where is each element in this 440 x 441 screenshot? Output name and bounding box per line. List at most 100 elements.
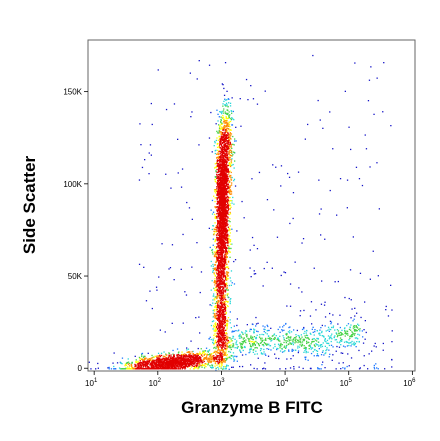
event-dot [227, 117, 229, 120]
event-dot [193, 363, 195, 365]
event-dot [215, 297, 217, 300]
event-dot [227, 123, 229, 125]
event-dot [273, 338, 275, 340]
event-dot [316, 330, 318, 332]
event-dot [229, 351, 232, 353]
event-dot [231, 158, 233, 160]
event-dot [216, 210, 218, 212]
event-dot [265, 338, 267, 340]
event-dot [189, 357, 191, 359]
event-dot [346, 341, 349, 343]
event-dot [285, 345, 287, 347]
event-dot [218, 263, 220, 265]
event-dot [181, 366, 183, 368]
event-dot [235, 330, 237, 332]
event-dot [225, 341, 227, 343]
event-dot [216, 282, 218, 284]
event-dot [218, 157, 220, 159]
event-dot [221, 325, 223, 327]
event-dot [334, 339, 336, 341]
event-dot [319, 329, 321, 331]
event-dot [230, 117, 232, 120]
event-dot [225, 118, 228, 120]
event-dot [289, 342, 291, 344]
event-dot [158, 276, 160, 278]
event-dot [225, 352, 227, 354]
event-dot [353, 333, 355, 335]
event-dot [157, 362, 160, 364]
event-dot [223, 242, 225, 244]
event-dot [226, 263, 228, 265]
event-dot [134, 365, 136, 367]
event-dot [146, 367, 148, 369]
event-dot [186, 201, 188, 204]
event-dot [363, 355, 365, 357]
event-dot [226, 242, 228, 244]
event-dot [182, 367, 184, 369]
event-dot [228, 117, 230, 119]
event-dot [223, 122, 225, 124]
event-dot [227, 336, 229, 338]
event-dot [222, 249, 224, 251]
event-dot [200, 360, 203, 363]
event-dot [224, 310, 226, 313]
event-dot [193, 358, 195, 361]
event-dot [216, 243, 218, 245]
event-dot [221, 311, 224, 313]
event-dot [298, 335, 300, 337]
event-dot [225, 276, 228, 278]
event-dot [345, 340, 347, 343]
event-dot [354, 307, 356, 309]
event-dot [217, 169, 220, 172]
event-dot [243, 337, 245, 339]
event-dot [313, 340, 315, 343]
event-dot [229, 347, 231, 349]
event-dot [188, 355, 190, 358]
event-dot [320, 303, 323, 305]
event-dot [223, 119, 225, 121]
event-dot [218, 327, 220, 329]
event-dot [156, 359, 158, 361]
event-dot [184, 368, 186, 370]
event-dot [221, 340, 223, 342]
event-dot [226, 153, 229, 155]
event-dot [310, 367, 312, 370]
event-dot [229, 137, 231, 139]
event-dot [150, 368, 152, 370]
event-dot [365, 331, 367, 334]
event-dot [222, 318, 224, 321]
event-dot [171, 356, 174, 359]
event-dot [332, 354, 334, 356]
event-dot [231, 164, 233, 166]
event-dot [174, 359, 176, 361]
event-dot [195, 366, 197, 368]
event-dot [351, 343, 353, 345]
event-dot [214, 363, 217, 365]
event-dot [248, 340, 250, 342]
event-dot [149, 367, 151, 369]
event-dot [351, 335, 354, 337]
event-dot [199, 332, 201, 334]
event-dot [226, 285, 228, 287]
event-dot [203, 351, 205, 353]
event-dot [224, 144, 226, 146]
event-dot [226, 161, 228, 163]
event-dot [139, 123, 141, 125]
event-dot [251, 337, 254, 339]
event-dot [214, 323, 216, 325]
event-dot [135, 365, 137, 367]
event-dot [253, 328, 255, 330]
event-dot [221, 357, 223, 359]
event-dot [217, 164, 219, 167]
event-dot [230, 284, 232, 286]
event-dot [350, 329, 352, 331]
event-dot [193, 360, 195, 363]
event-dot [190, 356, 192, 358]
event-dot [225, 125, 227, 127]
event-dot [148, 368, 150, 370]
event-dot [217, 349, 219, 351]
event-dot [213, 234, 215, 236]
event-dot [185, 357, 187, 360]
event-dot [222, 103, 224, 105]
event-dot [222, 329, 225, 331]
